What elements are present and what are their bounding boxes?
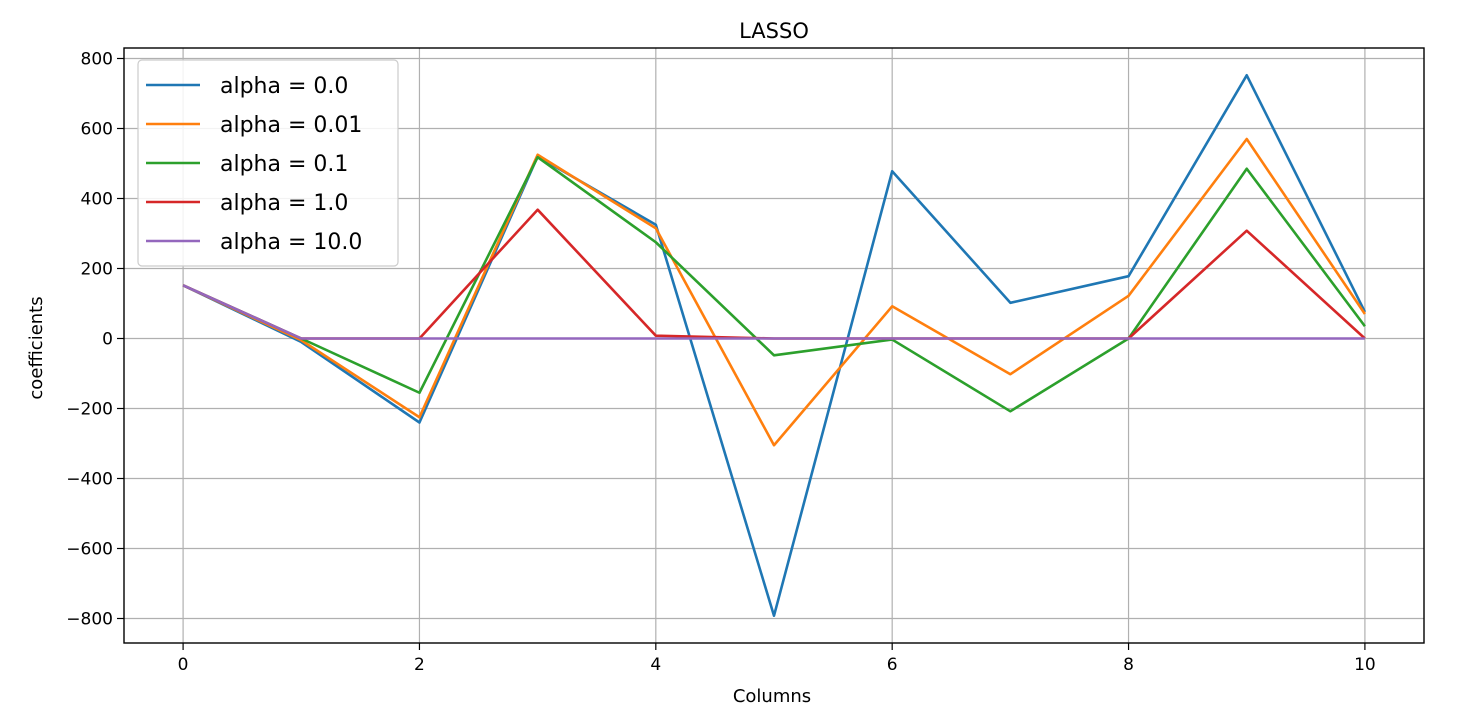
y-tick-label: −800 xyxy=(66,610,113,630)
x-axis-label: Columns xyxy=(733,686,811,707)
legend-label: alpha = 10.0 xyxy=(220,230,362,255)
axes-frame xyxy=(123,47,1425,644)
legend-label: alpha = 0.1 xyxy=(220,152,348,177)
y-axis-label: coefficients xyxy=(26,296,47,399)
legend-label: alpha = 1.0 xyxy=(220,191,348,216)
x-tick-label: 10 xyxy=(1354,655,1376,675)
y-tick-label: 0 xyxy=(102,330,113,350)
y-tick-label: −400 xyxy=(66,470,113,490)
y-tick-label: 600 xyxy=(81,120,113,140)
chart-title: LASSO xyxy=(739,19,809,43)
y-tick-label: −200 xyxy=(66,400,113,420)
series-line xyxy=(182,284,1365,340)
series-line xyxy=(182,155,1366,413)
legend: alpha = 0.0 alpha = 0.01 alpha = 0.1 alpha … xyxy=(137,59,399,267)
plot-lines xyxy=(182,74,1367,618)
legend-box xyxy=(137,59,399,267)
series-line xyxy=(182,74,1367,618)
axis-ticks: 0 2 4 6 8 10 −800 −600 −400 −200 0 200 400 600 800 xyxy=(66,50,1375,676)
y-tick-label: 200 xyxy=(81,260,113,280)
x-tick-label: 4 xyxy=(650,655,661,675)
x-tick-label: 2 xyxy=(414,655,425,675)
x-tick-label: 6 xyxy=(887,655,898,675)
y-tick-label: −600 xyxy=(66,540,113,560)
legend-label: alpha = 0.0 xyxy=(220,74,348,99)
y-tick-label: 400 xyxy=(81,190,113,210)
x-tick-label: 0 xyxy=(178,655,189,675)
series-line xyxy=(182,137,1366,447)
x-tick-label: 8 xyxy=(1123,655,1134,675)
y-tick-label: 800 xyxy=(81,50,113,70)
legend-label: alpha = 0.01 xyxy=(220,113,362,138)
